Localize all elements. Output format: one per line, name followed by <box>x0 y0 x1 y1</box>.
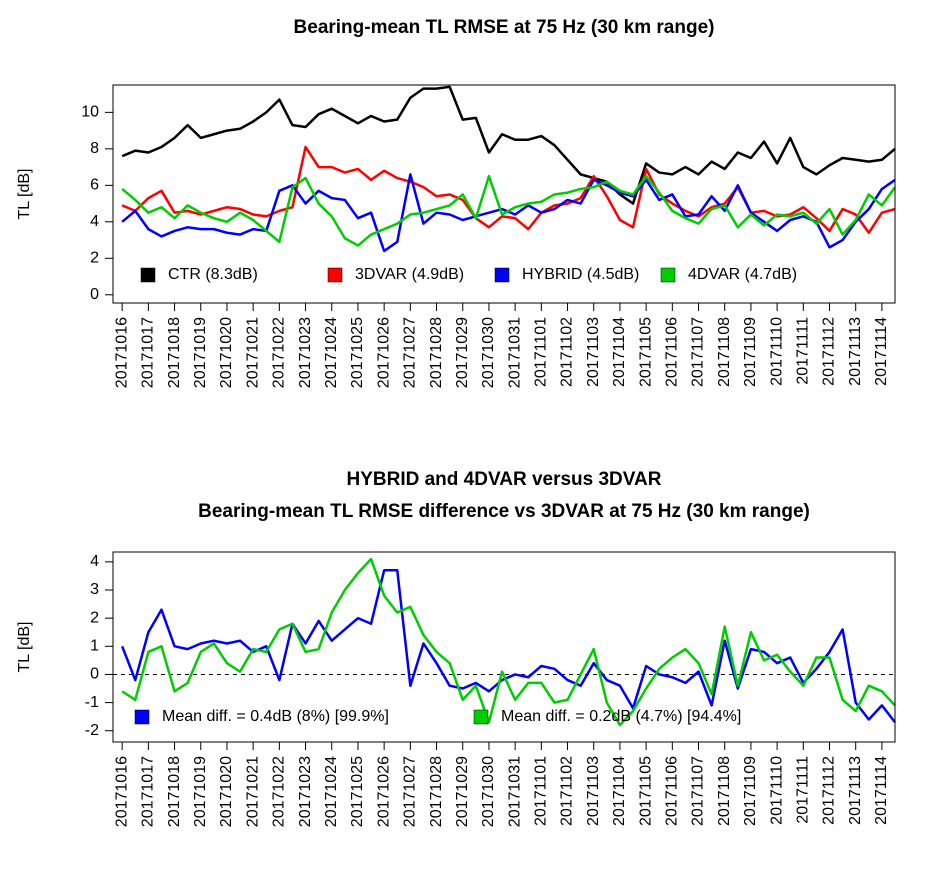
x-tick-label: 20171113 <box>847 317 864 386</box>
x-tick-label: 20171028 <box>428 317 445 388</box>
y-tick-label: 0 <box>90 286 99 303</box>
x-tick-label: 20171022 <box>271 756 288 827</box>
x-tick-label: 20171028 <box>428 756 445 827</box>
x-tick-label: 20171018 <box>166 756 183 827</box>
data-line <box>121 569 896 724</box>
x-tick-label: 20171102 <box>559 756 576 826</box>
x-tick-label: 20171103 <box>585 756 602 826</box>
x-tick-label: 20171026 <box>375 756 392 827</box>
x-tick-label: 20171109 <box>742 317 759 387</box>
x-tick-label: 20171109 <box>742 756 759 826</box>
x-tick-label: 20171029 <box>454 317 471 388</box>
x-tick-label: 20171021 <box>244 756 261 827</box>
y-tick-label: 2 <box>90 250 99 267</box>
data-line <box>121 85 896 205</box>
plot-frame <box>112 551 896 743</box>
x-tick-label: 20171021 <box>244 317 261 388</box>
x-tick-label: 20171020 <box>218 317 235 388</box>
x-tick-label: 20171111 <box>795 317 812 385</box>
x-tick-label: 20171114 <box>873 756 890 825</box>
y-tick-label: 4 <box>90 553 99 570</box>
x-tick-label: 20171023 <box>297 317 314 388</box>
legend-swatch <box>660 267 676 283</box>
x-tick-label: 20171105 <box>637 317 654 387</box>
y-tick-label: 1 <box>90 638 99 655</box>
x-tick-label: 20171025 <box>349 317 366 388</box>
x-tick-label: 20171104 <box>611 317 628 387</box>
legend-label: 4DVAR (4.7dB) <box>688 266 797 283</box>
chart-title: HYBRID and 4DVAR versus 3DVAR <box>347 469 662 490</box>
legend-label: CTR (8.3dB) <box>168 266 258 283</box>
legend-swatch <box>473 709 489 725</box>
legend-label: Mean diff. = 0.2dB (4.7%) [94.4%] <box>501 708 741 725</box>
x-tick-label: 20171017 <box>140 317 157 388</box>
plot-frame <box>112 84 896 304</box>
x-tick-label: 20171030 <box>480 756 497 827</box>
x-tick-label: 20171112 <box>821 756 838 825</box>
x-tick-label: 20171016 <box>113 756 130 827</box>
x-tick-label: 20171106 <box>664 317 681 387</box>
x-tick-label: 20171101 <box>533 756 550 826</box>
x-tick-label: 20171106 <box>664 756 681 826</box>
x-tick-label: 20171113 <box>847 756 864 825</box>
x-tick-label: 20171018 <box>166 317 183 388</box>
x-tick-label: 20171023 <box>297 756 314 827</box>
legend-swatch <box>134 709 150 725</box>
x-tick-label: 20171111 <box>795 756 812 824</box>
legend-swatch <box>494 267 510 283</box>
y-tick-label: -1 <box>85 694 99 711</box>
x-tick-label: 20171108 <box>716 756 733 826</box>
x-tick-label: 20171031 <box>506 317 523 388</box>
y-axis-label: TL [dB] <box>16 622 33 673</box>
x-tick-label: 20171107 <box>690 756 707 826</box>
x-tick-label: 20171019 <box>192 756 209 827</box>
x-tick-label: 20171102 <box>559 317 576 387</box>
x-tick-label: 20171016 <box>113 317 130 388</box>
chart-title: Bearing-mean TL RMSE at 75 Hz (30 km ran… <box>294 17 715 38</box>
x-tick-label: 20171103 <box>585 317 602 387</box>
y-tick-label: 8 <box>90 140 99 157</box>
y-tick-label: 6 <box>90 177 99 194</box>
x-tick-label: 20171029 <box>454 756 471 827</box>
y-tick-label: 0 <box>90 666 99 683</box>
x-tick-label: 20171020 <box>218 756 235 827</box>
data-line <box>121 557 896 727</box>
x-tick-label: 20171101 <box>533 317 550 387</box>
x-tick-label: 20171024 <box>323 317 340 388</box>
data-line <box>121 145 896 235</box>
x-tick-label: 20171030 <box>480 317 497 388</box>
x-tick-label: 20171027 <box>402 756 419 827</box>
x-tick-label: 20171027 <box>402 317 419 388</box>
x-tick-label: 20171022 <box>271 317 288 388</box>
x-tick-label: 20171108 <box>716 317 733 387</box>
x-tick-label: 20171025 <box>349 756 366 827</box>
x-tick-label: 20171031 <box>506 756 523 827</box>
legend-label: 3DVAR (4.9dB) <box>355 266 464 283</box>
x-tick-label: 20171114 <box>873 317 890 386</box>
x-tick-label: 20171026 <box>375 317 392 388</box>
data-line <box>121 174 897 247</box>
y-tick-label: 3 <box>90 581 99 598</box>
x-tick-label: 20171112 <box>821 317 838 386</box>
y-tick-label: 4 <box>90 213 99 230</box>
y-axis-label: TL [dB] <box>16 169 33 220</box>
legend-swatch <box>140 267 156 283</box>
chart-subtitle: Bearing-mean TL RMSE difference vs 3DVAR… <box>198 501 810 522</box>
x-tick-label: 20171107 <box>690 317 707 387</box>
x-tick-label: 20171105 <box>637 756 654 826</box>
legend-label: HYBRID (4.5dB) <box>522 266 639 283</box>
y-tick-label: -2 <box>85 722 99 739</box>
x-tick-label: 20171110 <box>768 317 785 386</box>
y-tick-label: 10 <box>81 104 99 121</box>
x-tick-label: 20171019 <box>192 317 209 388</box>
y-tick-label: 2 <box>90 609 99 626</box>
x-tick-label: 20171110 <box>768 756 785 825</box>
x-tick-label: 20171024 <box>323 756 340 827</box>
x-tick-label: 20171017 <box>140 756 157 827</box>
legend-label: Mean diff. = 0.4dB (8%) [99.9%] <box>162 708 389 725</box>
x-tick-label: 20171104 <box>611 756 628 826</box>
legend-swatch <box>327 267 343 283</box>
